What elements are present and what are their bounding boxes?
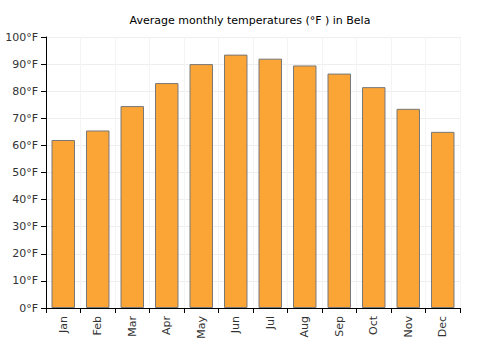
svg-text:30°F: 30°F <box>12 220 38 233</box>
svg-text:90°F: 90°F <box>12 58 38 71</box>
svg-text:20°F: 20°F <box>12 247 38 260</box>
svg-text:Jan: Jan <box>57 316 70 334</box>
svg-text:May: May <box>195 316 208 339</box>
svg-text:40°F: 40°F <box>12 193 38 206</box>
svg-text:Nov: Nov <box>402 316 415 338</box>
svg-text:Dec: Dec <box>436 316 449 337</box>
svg-text:Apr: Apr <box>160 316 173 336</box>
svg-text:Oct: Oct <box>367 315 380 335</box>
svg-text:10°F: 10°F <box>12 274 38 287</box>
svg-text:Jul: Jul <box>264 316 277 330</box>
svg-text:70°F: 70°F <box>12 112 38 125</box>
svg-text:Average monthly temperatures (: Average monthly temperatures (°F ) in Be… <box>130 14 371 27</box>
svg-text:Aug: Aug <box>298 316 311 337</box>
svg-text:Mar: Mar <box>126 316 139 337</box>
svg-text:50°F: 50°F <box>12 166 38 179</box>
svg-text:100°F: 100°F <box>5 31 38 44</box>
svg-text:Jun: Jun <box>229 316 242 334</box>
svg-text:60°F: 60°F <box>12 139 38 152</box>
svg-text:0°F: 0°F <box>19 302 38 315</box>
svg-text:Sep: Sep <box>333 316 346 337</box>
svg-text:Feb: Feb <box>91 316 104 335</box>
svg-text:80°F: 80°F <box>12 85 38 98</box>
